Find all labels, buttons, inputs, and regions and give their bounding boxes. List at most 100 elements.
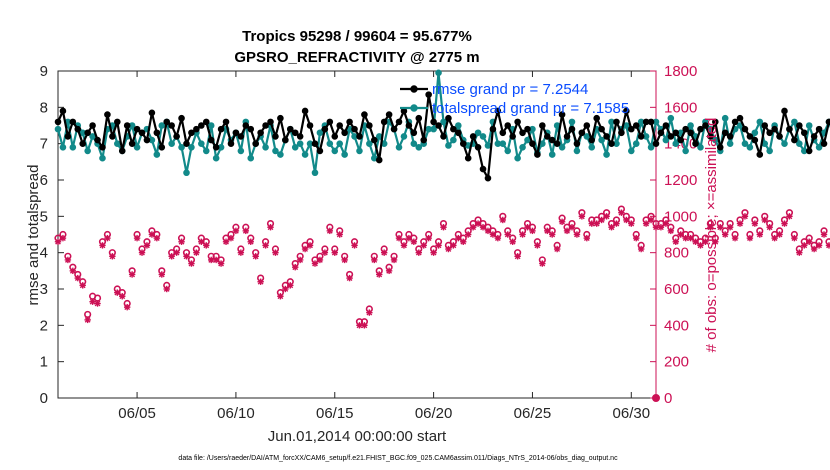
- totalspread-point: [751, 129, 759, 137]
- totalspread-point: [632, 140, 640, 147]
- y2-tick-label: 800: [664, 245, 689, 262]
- x-tick-label: 06/20: [415, 405, 453, 422]
- totalspread-point: [183, 169, 190, 177]
- y2-tick-label: 200: [664, 354, 689, 371]
- rmse-point: [262, 122, 269, 129]
- assimilated-obs-point: [242, 227, 250, 235]
- rmse-point: [800, 129, 808, 137]
- rmse-point: [380, 118, 388, 126]
- assimilated-obs-point: [568, 224, 576, 231]
- totalspread-point: [687, 122, 694, 129]
- x-axis-label: Jun.01,2014 00:00:00 start: [268, 428, 447, 445]
- rmse-point: [459, 140, 467, 147]
- x-tick-label: 06/30: [613, 405, 651, 422]
- assimilated-obs-point: [153, 234, 161, 242]
- totalspread-point: [568, 118, 576, 126]
- rmse-point: [796, 122, 803, 129]
- assimilated-obs-point: [109, 253, 116, 260]
- assimilated-obs-point: [682, 234, 689, 242]
- totalspread-point: [331, 147, 339, 155]
- assimilated-obs-point: [815, 242, 823, 249]
- totalspread-point: [781, 140, 788, 147]
- assimilated-obs-point: [707, 224, 714, 231]
- assimilated-obs-point: [494, 234, 502, 242]
- rmse-point: [64, 133, 72, 140]
- assimilated-obs-point: [380, 249, 388, 256]
- rmse-point: [791, 136, 798, 144]
- assimilated-obs-point: [158, 271, 165, 278]
- assimilated-obs-point: [252, 253, 259, 260]
- assimilated-obs-point: [825, 242, 830, 249]
- rmse-point: [543, 133, 551, 140]
- rmse-point: [682, 125, 689, 133]
- rmse-point: [484, 174, 492, 182]
- totalspread-point: [69, 144, 77, 151]
- totalspread-point: [805, 122, 813, 129]
- assimilated-obs-point: [781, 220, 788, 227]
- chart-title: Tropics 95298 / 99604 = 95.677%: [242, 28, 472, 45]
- rmse-point: [425, 91, 432, 98]
- rmse-point: [529, 140, 536, 147]
- totalspread-point: [647, 144, 655, 151]
- assimilated-obs-point: [104, 234, 111, 242]
- totalspread-point: [499, 140, 507, 147]
- totalspread-point: [54, 125, 62, 133]
- totalspread-point: [366, 140, 373, 147]
- assimilated-obs-point: [405, 234, 413, 242]
- assimilated-obs-point: [385, 267, 393, 275]
- rmse-point: [282, 136, 289, 144]
- rmse-point: [731, 118, 739, 126]
- assimilated-obs-point: [183, 253, 190, 260]
- rmse-point: [395, 118, 403, 126]
- rmse-point: [618, 129, 625, 137]
- rmse-point: [647, 118, 655, 126]
- assimilated-obs-point: [148, 231, 156, 238]
- assimilated-obs-point: [608, 224, 615, 231]
- assimilated-obs-point: [212, 256, 220, 264]
- rmse-point: [815, 125, 823, 133]
- rmse-point: [504, 122, 512, 129]
- possible-obs-point: [652, 394, 660, 402]
- y2-tick-label: 400: [664, 317, 689, 334]
- rmse-point: [657, 129, 665, 137]
- rmse-point: [232, 129, 240, 137]
- assimilated-obs-point: [598, 216, 605, 224]
- assimilated-obs-point: [776, 231, 783, 238]
- y-axis-label: rmse and totalspread: [25, 165, 42, 306]
- assimilated-obs-point: [633, 234, 640, 242]
- assimilated-obs-point: [677, 231, 684, 238]
- rmse-point: [252, 140, 259, 147]
- assimilated-obs-point: [193, 249, 200, 256]
- assimilated-obs-point: [618, 209, 625, 216]
- y-tick-label: 3: [40, 281, 48, 298]
- rmse-point: [158, 144, 166, 151]
- rmse-legend-marker: [410, 85, 418, 93]
- totalspread-point: [168, 140, 175, 147]
- assimilated-obs-point: [455, 234, 462, 242]
- rmse-point: [118, 147, 126, 155]
- rmse-point: [524, 125, 531, 133]
- rmse-point: [168, 122, 175, 129]
- assimilated-obs-point: [558, 218, 566, 225]
- assimilated-obs-point: [667, 227, 675, 235]
- totalspread-point: [588, 144, 596, 151]
- rmse-point: [207, 136, 215, 144]
- assimilated-obs-point: [306, 242, 314, 249]
- rmse-point: [420, 136, 428, 144]
- rmse-point: [351, 125, 358, 133]
- rmse-point: [825, 118, 830, 126]
- rmse-point: [435, 122, 442, 129]
- rmse-point: [193, 125, 200, 133]
- rmse-point: [188, 129, 195, 137]
- rmse-point: [361, 111, 368, 118]
- rmse-point: [598, 125, 605, 133]
- rmse-point: [593, 114, 600, 122]
- assimilated-obs-point: [267, 224, 274, 231]
- assimilated-obs-point: [761, 216, 768, 224]
- assimilated-obs-point: [702, 238, 709, 245]
- assimilated-obs-point: [519, 231, 526, 238]
- totalspread-point: [435, 69, 442, 77]
- rmse-point: [341, 129, 348, 137]
- rmse-point: [237, 133, 245, 140]
- y2-axis-label: # of obs: o=possible; ×=assimilated: [703, 118, 720, 353]
